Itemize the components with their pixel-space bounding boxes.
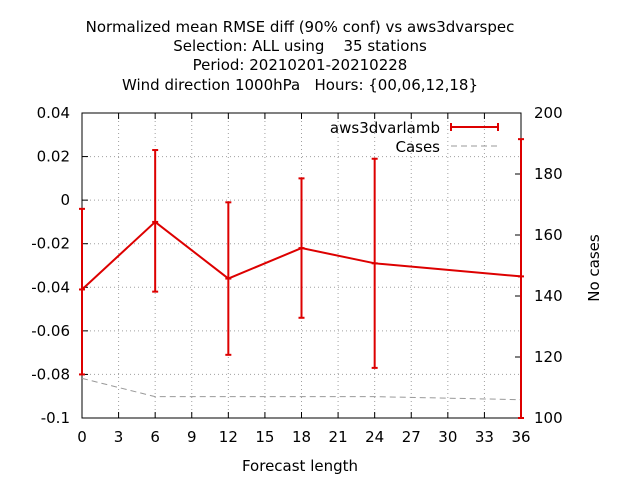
y2-tick-label: 200 [534,104,563,122]
legend: aws3dvarlamb Cases [330,119,499,156]
title-line-4: Wind direction 1000hPa Hours: {00,06,12,… [122,76,478,94]
series-line-aws3dvarlamb [81,220,522,291]
y2-tick-label: 140 [534,287,563,305]
y2-tick-label: 120 [534,348,563,366]
x-tick-label: 0 [77,428,87,446]
y-tick-label: 0.04 [37,104,70,122]
y-tick-label: -0.06 [31,322,70,340]
title-line-1: Normalized mean RMSE diff (90% conf) vs … [86,18,515,36]
y2-axis-label: No cases [585,234,603,302]
legend-key-aws3dvarlamb [450,123,499,131]
axis-ticks: 0 3 6 9 12 15 18 21 24 27 30 33 360.040.020-0.02-0.0… [31,104,562,446]
series-line-cases [81,377,522,401]
x-tick-label: 27 [402,428,421,446]
y2-tick-label: 100 [534,409,563,427]
y-tick-label: -0.04 [31,278,70,296]
x-tick-label: 33 [475,428,494,446]
y2-tick-label: 180 [534,165,563,183]
x-tick-label: 21 [329,428,348,446]
y-tick-label: 0 [60,191,70,209]
x-tick-label: 15 [255,428,274,446]
series-layer [79,138,524,419]
title-line-3: Period: 20210201-20210228 [193,56,408,74]
x-axis-label: Forecast length [242,457,358,475]
x-tick-label: 12 [219,428,238,446]
y2-tick-label: 160 [534,226,563,244]
x-tick-label: 18 [292,428,311,446]
y-tick-label: -0.02 [31,235,70,253]
x-tick-label: 3 [114,428,124,446]
title-line-2: Selection: ALL using 35 stations [173,37,427,55]
x-tick-label: 30 [438,428,457,446]
chart-title: Normalized mean RMSE diff (90% conf) vs … [86,18,515,94]
legend-label-cases: Cases [395,138,440,156]
y-tick-label: -0.1 [41,409,70,427]
y-tick-label: -0.08 [31,365,70,383]
legend-label-aws3dvarlamb: aws3dvarlamb [330,119,440,137]
y-tick-label: 0.02 [37,148,70,166]
x-tick-label: 9 [187,428,197,446]
x-tick-label: 24 [365,428,384,446]
x-tick-label: 6 [150,428,160,446]
x-tick-label: 36 [511,428,530,446]
